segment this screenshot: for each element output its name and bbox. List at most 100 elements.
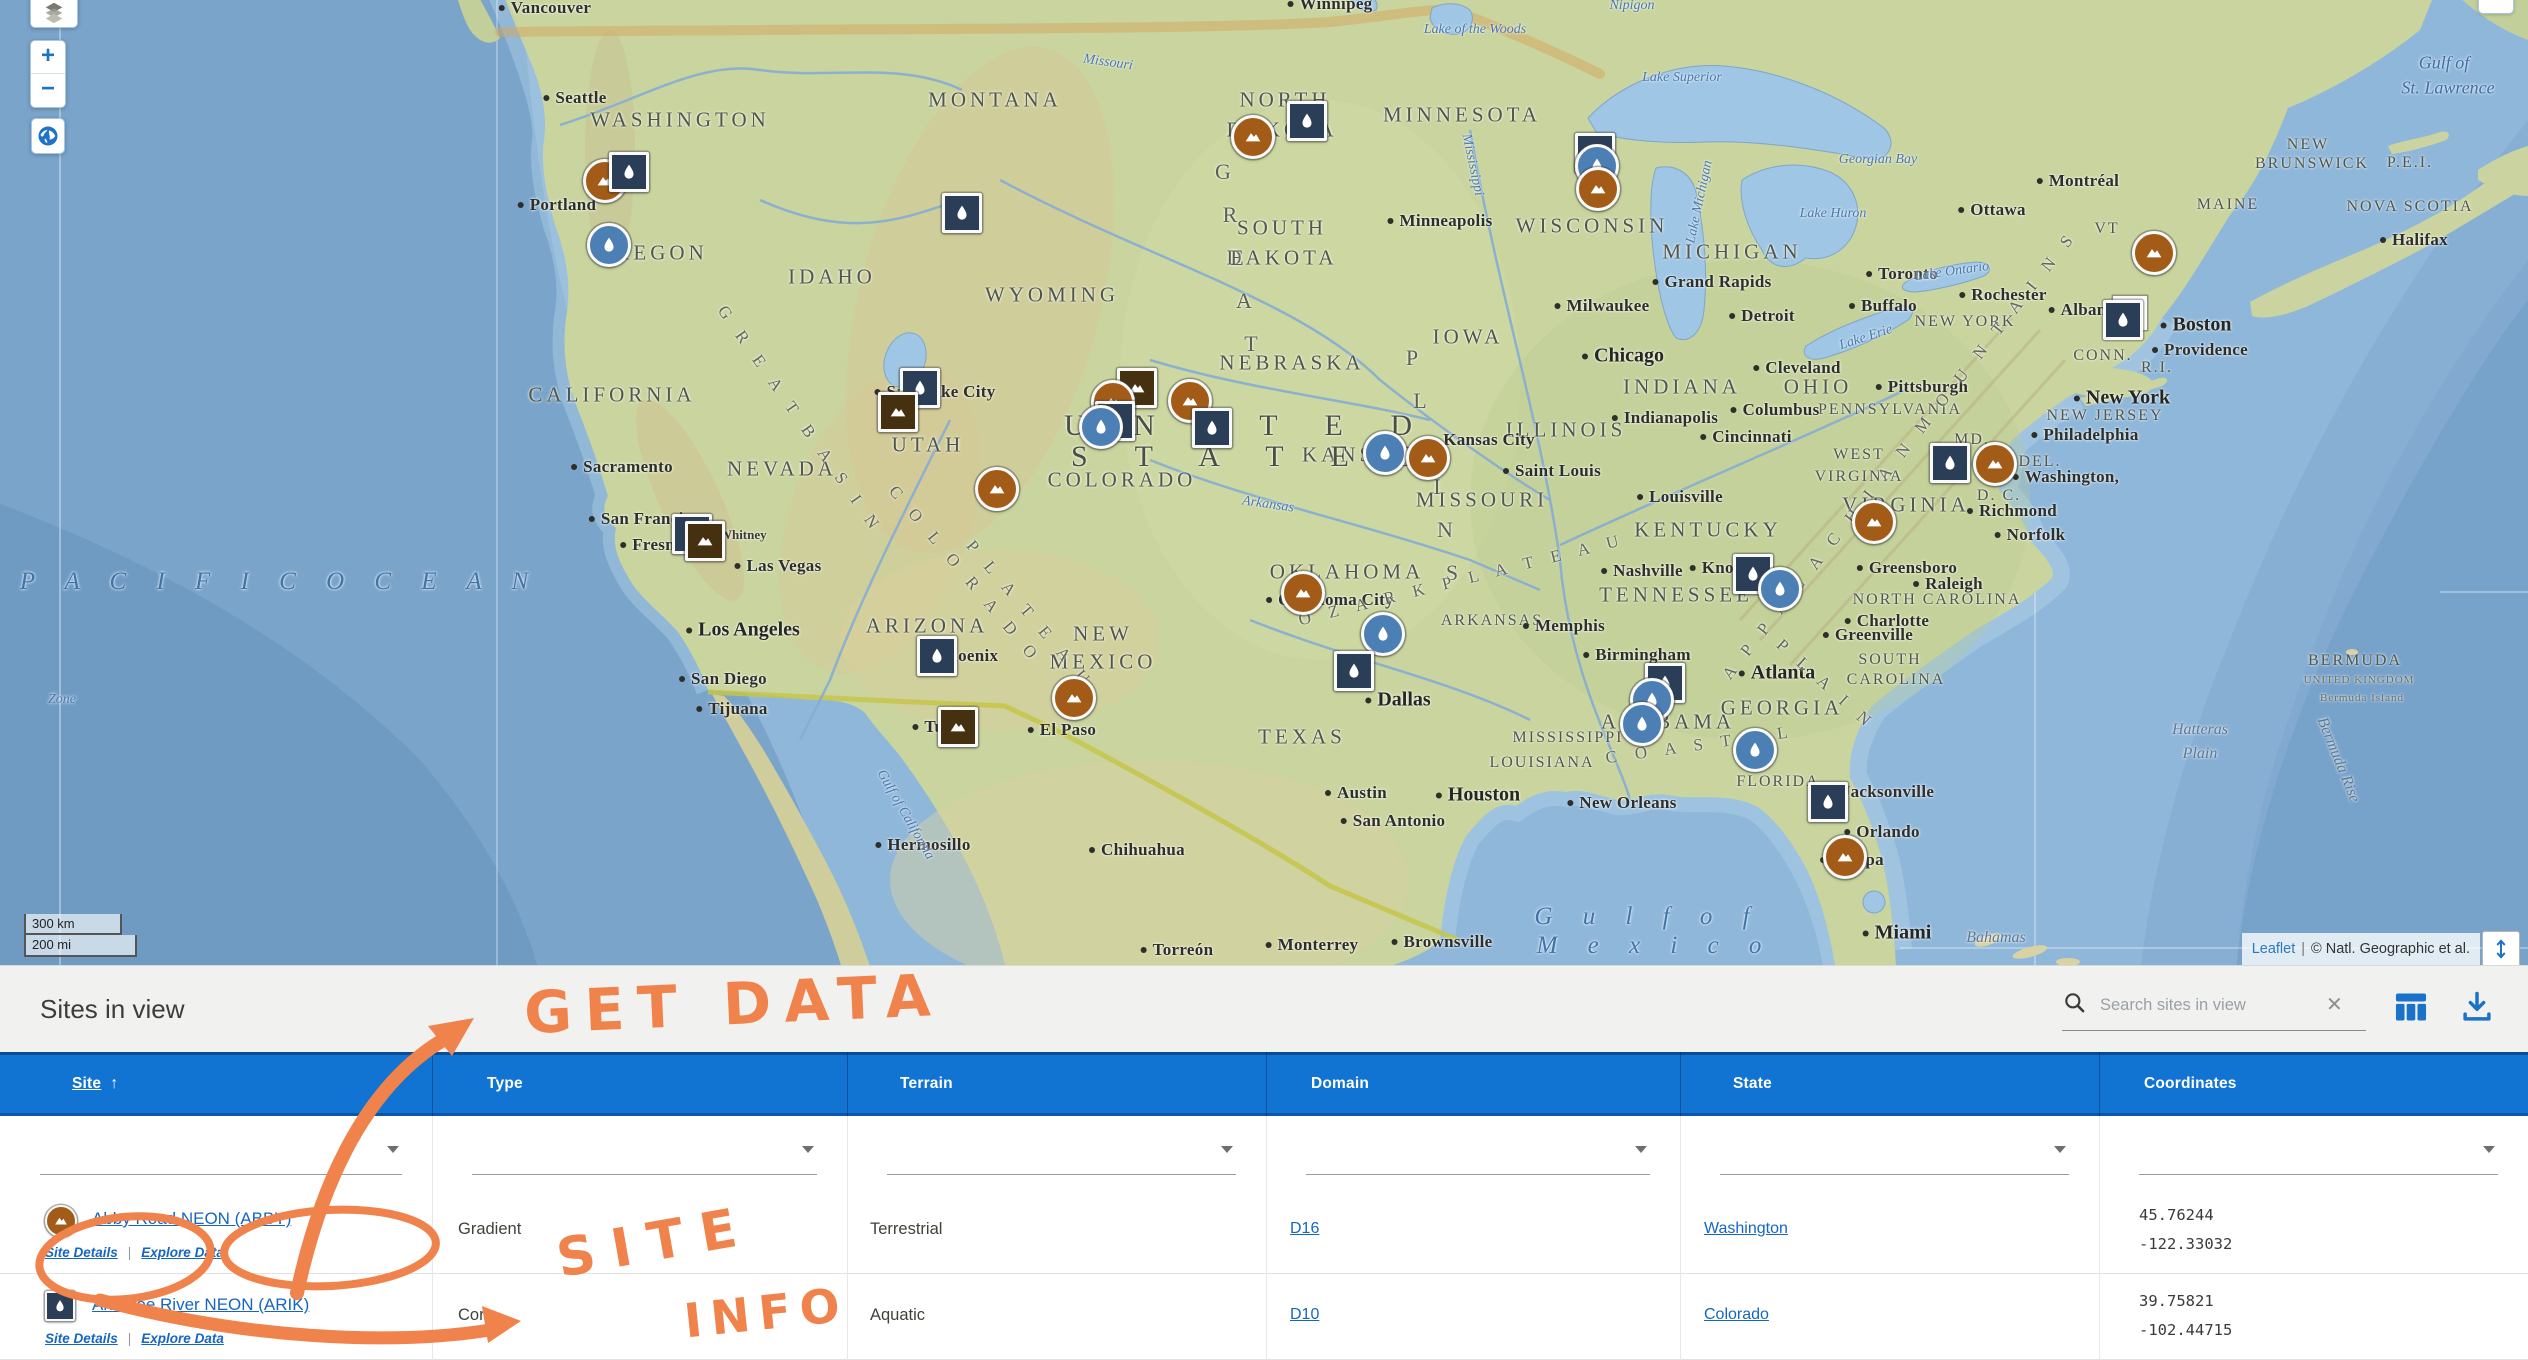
explore-data-link[interactable]: Explore Data xyxy=(141,1245,224,1260)
mountain-icon xyxy=(1052,676,1096,720)
filter-select-state[interactable] xyxy=(1720,1174,2069,1175)
site-details-link[interactable]: Site Details xyxy=(45,1245,118,1260)
map-label: WYOMING xyxy=(984,282,1120,307)
site-marker[interactable] xyxy=(1852,500,1896,544)
state-link[interactable]: Washington xyxy=(1704,1220,1788,1237)
site-marker[interactable] xyxy=(975,467,1019,511)
site-marker[interactable] xyxy=(917,636,957,676)
map-label: Bahamas xyxy=(1966,929,2026,946)
panel-title: Sites in view xyxy=(40,994,185,1024)
map[interactable]: WASHINGTON MONTANA OREGON IDAHO WYOMING NORTH… xyxy=(0,0,2528,965)
chevron-down-icon[interactable] xyxy=(387,1146,399,1153)
site-marker[interactable] xyxy=(1576,167,1620,211)
site-marker[interactable] xyxy=(1192,408,1232,448)
map-label: NEW xyxy=(1073,621,1133,646)
site-marker[interactable] xyxy=(1930,443,1970,483)
chevron-down-icon[interactable] xyxy=(1635,1146,1647,1153)
chevron-down-icon[interactable] xyxy=(802,1146,814,1153)
site-marker[interactable] xyxy=(942,193,982,233)
resize-vertical-icon xyxy=(2496,939,2506,959)
site-marker[interactable] xyxy=(878,392,918,432)
search-input[interactable]: Search sites in view xyxy=(2100,996,2246,1014)
map-label: Lake of the Woods xyxy=(1423,22,1527,37)
site-marker[interactable] xyxy=(938,707,978,747)
locate-control[interactable] xyxy=(31,118,65,154)
map-label: Plain xyxy=(2182,745,2218,762)
site-marker[interactable] xyxy=(1052,676,1096,720)
site-marker[interactable] xyxy=(1733,728,1777,772)
cell-longitude: -102.44715 xyxy=(2139,1321,2233,1339)
cell-longitude: -122.33032 xyxy=(2139,1235,2233,1253)
mountain-icon xyxy=(1406,436,1450,480)
site-marker[interactable] xyxy=(1620,702,1664,746)
explore-data-link[interactable]: Explore Data xyxy=(141,1331,224,1346)
site-marker[interactable] xyxy=(1334,651,1374,691)
map-label: BRUNSWICK xyxy=(2254,155,2370,172)
site-marker[interactable] xyxy=(1231,115,1275,159)
map-label: Ottawa xyxy=(1958,200,2026,220)
state-link[interactable]: Colorado xyxy=(1704,1306,1769,1323)
site-marker[interactable] xyxy=(1406,436,1450,480)
layers-control[interactable] xyxy=(30,0,78,28)
site-marker[interactable] xyxy=(1823,835,1867,879)
zoom-out-button[interactable]: − xyxy=(40,75,55,102)
column-header-state[interactable]: State xyxy=(1733,1075,1772,1092)
filter-select-domain[interactable] xyxy=(1306,1174,1650,1175)
map-label: Boston xyxy=(2161,314,2232,337)
map-label: Lake Huron xyxy=(1799,206,1867,221)
site-actions: Site Details | Explore Data xyxy=(45,1245,224,1260)
site-marker[interactable] xyxy=(587,223,631,267)
map-label: S T A T E S xyxy=(1070,440,1434,473)
site-link[interactable]: Arikaree River NEON (ARIK) xyxy=(92,1295,310,1314)
filter-select-type[interactable] xyxy=(472,1174,817,1175)
filter-select-site[interactable] xyxy=(40,1174,402,1175)
map-label: LOUISIANA xyxy=(1489,754,1595,771)
leaflet-link[interactable]: Leaflet xyxy=(2251,941,2296,957)
domain-link[interactable]: D10 xyxy=(1290,1306,1320,1323)
download-button[interactable] xyxy=(2458,988,2496,1026)
domain-link[interactable]: D16 xyxy=(1290,1220,1320,1237)
column-header-type[interactable]: Type xyxy=(487,1075,523,1092)
column-header-domain[interactable]: Domain xyxy=(1311,1075,1370,1092)
column-header-site[interactable]: Site ↑ xyxy=(72,1075,119,1092)
site-marker[interactable] xyxy=(1808,782,1848,822)
site-link[interactable]: Abby Road NEON (ABBY) xyxy=(92,1209,292,1228)
map-label: E xyxy=(1230,245,1246,270)
filter-select-coordinates[interactable] xyxy=(2139,1174,2498,1175)
panel-resize-handle[interactable] xyxy=(2482,931,2520,965)
site-marker[interactable] xyxy=(1079,405,1123,449)
site-marker[interactable] xyxy=(685,521,725,561)
site-marker[interactable] xyxy=(1363,431,1407,475)
column-header-terrain[interactable]: Terrain xyxy=(900,1075,953,1092)
site-marker[interactable] xyxy=(1287,101,1327,141)
site-marker[interactable] xyxy=(1973,442,2017,486)
column-header-coordinates[interactable]: Coordinates xyxy=(2144,1075,2237,1092)
map-label: P xyxy=(1405,345,1421,370)
site-marker[interactable] xyxy=(2103,300,2143,340)
water-drop-icon xyxy=(1287,101,1327,141)
table-filter-row xyxy=(0,1116,2528,1189)
site-marker[interactable] xyxy=(1281,571,1325,615)
scale-mi: 200 mi xyxy=(24,935,137,957)
map-label: Sacramento xyxy=(571,457,673,477)
chevron-down-icon[interactable] xyxy=(1221,1146,1233,1153)
map-corner-button[interactable] xyxy=(2478,0,2514,14)
map-label: DAKOTA xyxy=(1226,245,1338,270)
map-label: MISSOURI xyxy=(1415,487,1549,512)
site-marker[interactable] xyxy=(2132,231,2176,275)
site-marker[interactable] xyxy=(1758,567,1802,611)
zoom-in-button[interactable]: + xyxy=(31,41,65,74)
search-clear-icon[interactable]: ✕ xyxy=(2326,994,2343,1016)
site-details-link[interactable]: Site Details xyxy=(45,1331,118,1346)
filter-select-terrain[interactable] xyxy=(887,1174,1236,1175)
table-columns-button[interactable] xyxy=(2392,988,2430,1026)
map-label: T xyxy=(1244,331,1260,356)
map-label: New Orleans xyxy=(1567,793,1676,813)
map-label: M e x i c o xyxy=(1536,932,1774,959)
chevron-down-icon[interactable] xyxy=(2483,1146,2495,1153)
site-marker[interactable] xyxy=(609,152,649,192)
chevron-down-icon[interactable] xyxy=(2054,1146,2066,1153)
site-marker[interactable] xyxy=(1361,612,1405,656)
map-label: A xyxy=(1236,288,1254,313)
map-label: MINNESOTA xyxy=(1383,102,1541,127)
